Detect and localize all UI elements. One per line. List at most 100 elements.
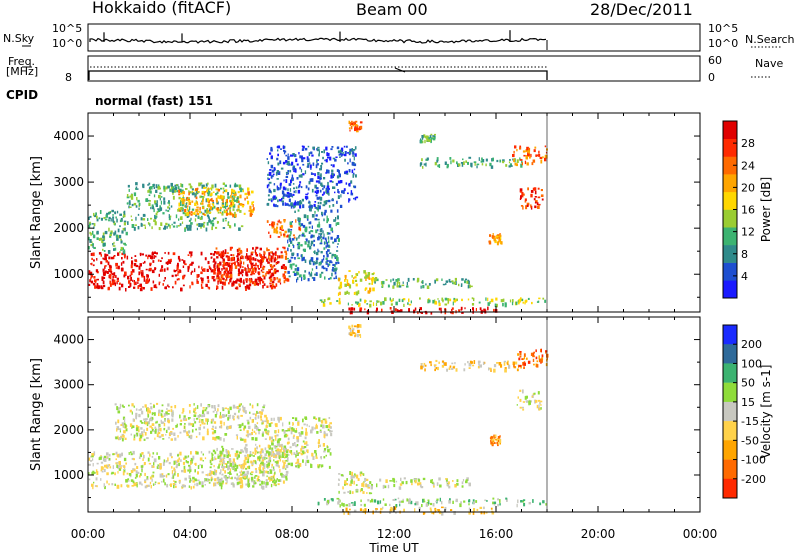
data-cell	[167, 409, 171, 412]
data-cell	[537, 187, 540, 190]
data-cell	[281, 429, 285, 432]
data-cell	[287, 170, 290, 173]
data-cell	[237, 205, 240, 209]
data-cell	[445, 478, 448, 480]
data-cell	[465, 480, 468, 484]
data-cell	[513, 150, 515, 154]
data-cell	[296, 177, 299, 180]
data-cell	[147, 414, 150, 418]
data-cell	[257, 476, 259, 480]
data-cell	[93, 223, 96, 227]
data-cell	[267, 271, 270, 275]
data-cell	[211, 431, 215, 435]
nsky-label: N.Sky	[3, 32, 35, 45]
data-cell	[208, 208, 211, 212]
data-cell	[268, 451, 271, 454]
data-cell	[173, 221, 176, 224]
data-cell	[458, 310, 460, 313]
data-cell	[168, 260, 172, 264]
data-cell	[232, 281, 235, 284]
data-cell	[292, 263, 295, 266]
data-cell	[492, 440, 494, 443]
data-cell	[267, 460, 270, 463]
data-cell	[189, 211, 191, 215]
data-cell	[247, 270, 251, 273]
data-cell	[257, 415, 260, 419]
data-cell	[228, 225, 231, 229]
data-cell	[257, 456, 261, 459]
data-cell	[188, 422, 191, 426]
data-cell	[365, 478, 369, 481]
data-cell	[172, 225, 176, 228]
data-cell	[214, 478, 217, 482]
data-cell	[270, 268, 273, 271]
data-cell	[154, 200, 157, 204]
data-cell	[275, 445, 278, 448]
data-cell	[448, 485, 451, 489]
data-cell	[516, 404, 518, 406]
data-cell	[326, 500, 329, 503]
data-cell	[325, 251, 328, 255]
data-cell	[148, 202, 151, 206]
data-cell	[239, 203, 243, 206]
data-cell	[113, 280, 116, 284]
data-cell	[316, 455, 318, 459]
data-cell	[130, 277, 132, 281]
data-cell	[468, 507, 471, 511]
data-cell	[509, 299, 512, 303]
data-cell	[224, 210, 226, 213]
data-cell	[177, 225, 180, 227]
data-cell	[304, 451, 306, 454]
data-cell	[278, 451, 281, 456]
data-cell	[126, 194, 129, 197]
data-cell	[158, 412, 160, 417]
data-cell	[232, 418, 235, 421]
data-cell	[487, 302, 490, 306]
data-cell	[530, 193, 533, 198]
data-cell	[305, 428, 307, 432]
data-cell	[212, 410, 215, 413]
data-cell	[276, 157, 279, 161]
data-cell	[187, 205, 189, 208]
data-cell	[220, 477, 223, 482]
data-cell	[90, 232, 92, 236]
data-cell	[254, 475, 258, 477]
data-cell	[167, 413, 170, 415]
data-cell	[275, 171, 278, 176]
data-cell	[136, 466, 139, 469]
data-cell	[262, 406, 265, 409]
data-cell	[282, 264, 285, 267]
data-cell	[310, 168, 312, 170]
data-cell	[239, 471, 242, 474]
data-cell	[317, 218, 320, 221]
data-cell	[311, 260, 314, 263]
data-cell	[309, 245, 312, 250]
data-cell	[123, 254, 126, 257]
data-cell	[462, 479, 465, 482]
data-cell	[148, 189, 151, 192]
data-cell	[377, 500, 380, 505]
data-cell	[223, 209, 225, 214]
data-cell	[369, 481, 372, 484]
data-cell	[504, 367, 507, 369]
data-cell	[282, 273, 285, 278]
data-cell	[245, 467, 248, 470]
data-cell	[140, 427, 143, 430]
colorbar-segment	[723, 363, 737, 383]
data-cell	[179, 431, 182, 434]
data-cell	[323, 267, 326, 270]
data-cell	[176, 225, 178, 228]
data-cell	[188, 183, 192, 186]
data-cell	[222, 457, 226, 460]
data-cell	[131, 203, 134, 207]
data-cell	[238, 405, 241, 408]
data-cell	[110, 230, 113, 234]
data-cell	[519, 190, 523, 193]
data-cell	[522, 401, 525, 403]
data-cell	[293, 434, 295, 437]
data-cell	[120, 436, 122, 438]
data-cell	[116, 484, 120, 489]
data-cell	[172, 475, 175, 479]
data-cell	[454, 298, 457, 302]
y-tick-label: 2000	[53, 423, 84, 437]
